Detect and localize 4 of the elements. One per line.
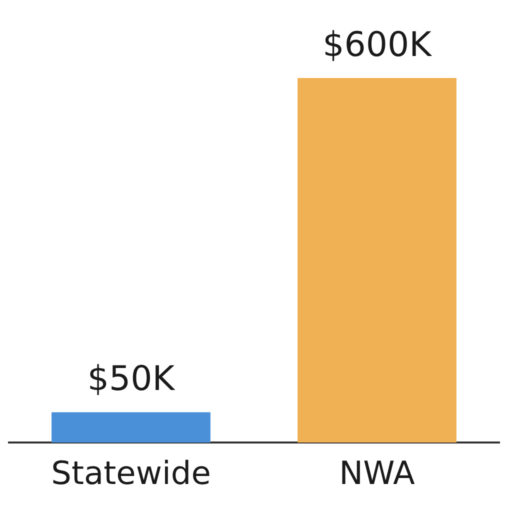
data-label: $50K (87, 359, 176, 400)
data-label: $600K (322, 24, 434, 65)
x-tick-label: Statewide (51, 454, 211, 492)
x-tick-label: NWA (339, 454, 415, 492)
